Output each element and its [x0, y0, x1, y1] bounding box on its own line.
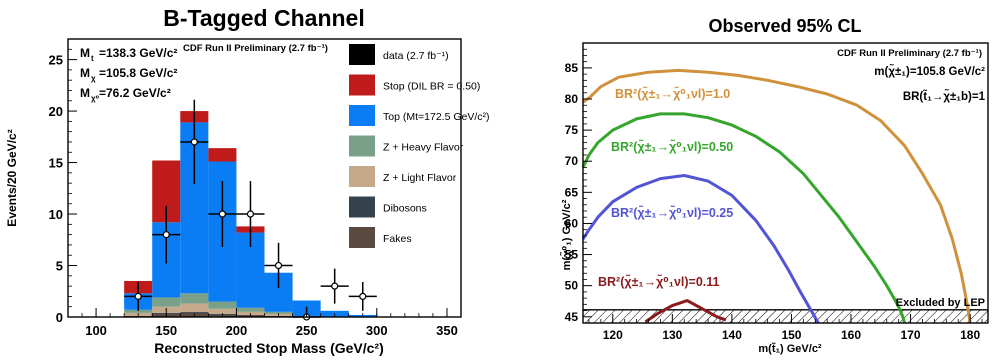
legend-swatch: [349, 166, 375, 187]
x-tick-label: 120: [603, 328, 623, 342]
legend-label: Stop (DIL BR = 0.50): [383, 81, 480, 93]
lep-excluded-label: Excluded by LEP: [896, 297, 985, 309]
y-tick-label: 10: [49, 207, 63, 222]
y-tick-label: 60: [565, 216, 579, 230]
contour-br-0p25: [581, 174, 820, 324]
legend-label: Top (Mt=172.5 GeV/c²): [383, 111, 490, 123]
mass-label-base: M: [80, 46, 90, 60]
bar-segment: [124, 309, 153, 313]
bar-segment: [264, 311, 293, 314]
data-point: [162, 231, 170, 239]
experiment-label: CDF Run II Preliminary (2.7 fb⁻¹): [183, 43, 328, 54]
x-tick-label: 180: [960, 328, 980, 342]
legend-swatch: [349, 135, 375, 157]
data-point: [246, 210, 255, 218]
y-tick-label: 0: [56, 310, 63, 325]
y-tick-label: 45: [565, 310, 579, 324]
contour-br-1p0: [582, 68, 972, 324]
bar-segment: [208, 301, 237, 309]
y-tick-label: 80: [565, 92, 579, 106]
legend-swatch: [349, 196, 375, 218]
mass-label-base: M: [80, 66, 90, 80]
contour-label: BR²(χ̃±₁→χ̃⁰₁νl)=0.50: [611, 139, 733, 154]
data-point: [359, 292, 367, 301]
contour-label: BR²(χ̃±₁→χ̃⁰₁νl)=0.25: [611, 205, 733, 220]
bar-segment: [180, 311, 209, 313]
contour-br-0p50: [581, 112, 907, 324]
legend-label: Z + Light Flavor: [383, 172, 457, 184]
legend-swatch: [349, 227, 375, 248]
bar-segment: [180, 293, 209, 304]
y-tick-label: 65: [565, 185, 579, 199]
b-tagged-chart: B-Tagged Channel 100 150 200 250 300 350 0 5 10 1…: [5, 5, 490, 356]
x-tick-label: 160: [841, 328, 861, 342]
legend-swatch: [349, 74, 375, 96]
x-tick-label: 150: [155, 323, 177, 338]
x-tick-label: 100: [85, 323, 107, 338]
contour-label: BR²(χ̃±₁→χ̃⁰₁νl)=0.11: [598, 274, 720, 289]
y-axis-label: Events/20 GeV/c²: [5, 129, 19, 226]
y-tick-label: 15: [49, 156, 63, 171]
mass-label-value: =138.3 GeV/c²: [99, 46, 177, 60]
mass-label-subscript: χ: [91, 74, 96, 83]
y-tick-label: 55: [565, 248, 579, 262]
y-tick-label: 85: [565, 61, 579, 75]
legend-label: Dibosons: [383, 203, 427, 215]
experiment-label: CDF Run II Preliminary (2.7 fb⁻¹): [837, 48, 982, 59]
mass-label-value: =76.2 GeV/c²: [99, 86, 171, 100]
data-point: [274, 261, 283, 270]
x-tick-label: 130: [662, 328, 682, 342]
x-axis-label: Reconstructed Stop Mass (GeV/c²): [154, 340, 384, 356]
y-tick-label: 20: [49, 104, 63, 119]
x-tick-label: 250: [296, 323, 318, 338]
y-tick-label: 75: [565, 123, 579, 137]
mass-label-subscript: χ⁰: [91, 94, 100, 103]
x-tick-label: 200: [226, 323, 248, 338]
chargino-mass-label: m(χ̃±₁)=105.8 GeV/c²: [874, 65, 985, 78]
bar-segment: [180, 303, 209, 312]
x-tick-label: 140: [722, 328, 742, 342]
bar-segment: [208, 308, 237, 314]
data-point: [190, 138, 198, 146]
plot-frame: [582, 42, 989, 324]
y-axis-label: m(χ̃⁰₁) GeV/c²: [560, 199, 573, 270]
y-tick-label: 50: [565, 279, 579, 293]
contour-br-0p11: [644, 299, 727, 324]
legend-label: data (2.7 fb⁻¹): [383, 50, 449, 62]
lep-excluded-band: [583, 309, 988, 323]
y-tick-label: 5: [56, 259, 63, 274]
y-tick-label: 25: [49, 53, 63, 68]
legend-label: Z + Heavy Flavor: [383, 142, 464, 154]
bar-segment: [208, 148, 237, 162]
x-axis-label: m(t̃₁) GeV/c²: [758, 342, 822, 355]
mass-label-subscript: t: [91, 54, 94, 63]
x-tick-label: 150: [781, 328, 801, 342]
x-tick-label: 350: [436, 323, 458, 338]
y-tick-label: 70: [565, 154, 579, 168]
contour-label: BR²(χ̃±₁→χ̃⁰₁νl)=1.0: [615, 86, 730, 101]
data-point: [218, 210, 226, 218]
branching-ratio-label: BR(t̃₁→χ̃±₁b)=1: [903, 90, 986, 103]
legend-swatch: [349, 44, 375, 65]
bar-segment: [152, 297, 181, 307]
data-point: [134, 292, 142, 301]
data-point: [331, 282, 339, 290]
legend-swatch: [349, 105, 375, 126]
chart-title: B-Tagged Channel: [163, 5, 364, 31]
mass-label-base: M: [80, 86, 90, 100]
mass-label-value: =105.8 GeV/c²: [99, 66, 177, 80]
legend-label: Fakes: [383, 233, 412, 245]
bar-segment: [236, 307, 265, 312]
x-tick-label: 170: [901, 328, 921, 342]
observed-cl-chart: Observed 95% CL 120 130 140 150 160 170 180 45 5…: [560, 16, 989, 355]
chart-title: Observed 95% CL: [708, 16, 861, 36]
x-tick-label: 300: [366, 323, 388, 338]
